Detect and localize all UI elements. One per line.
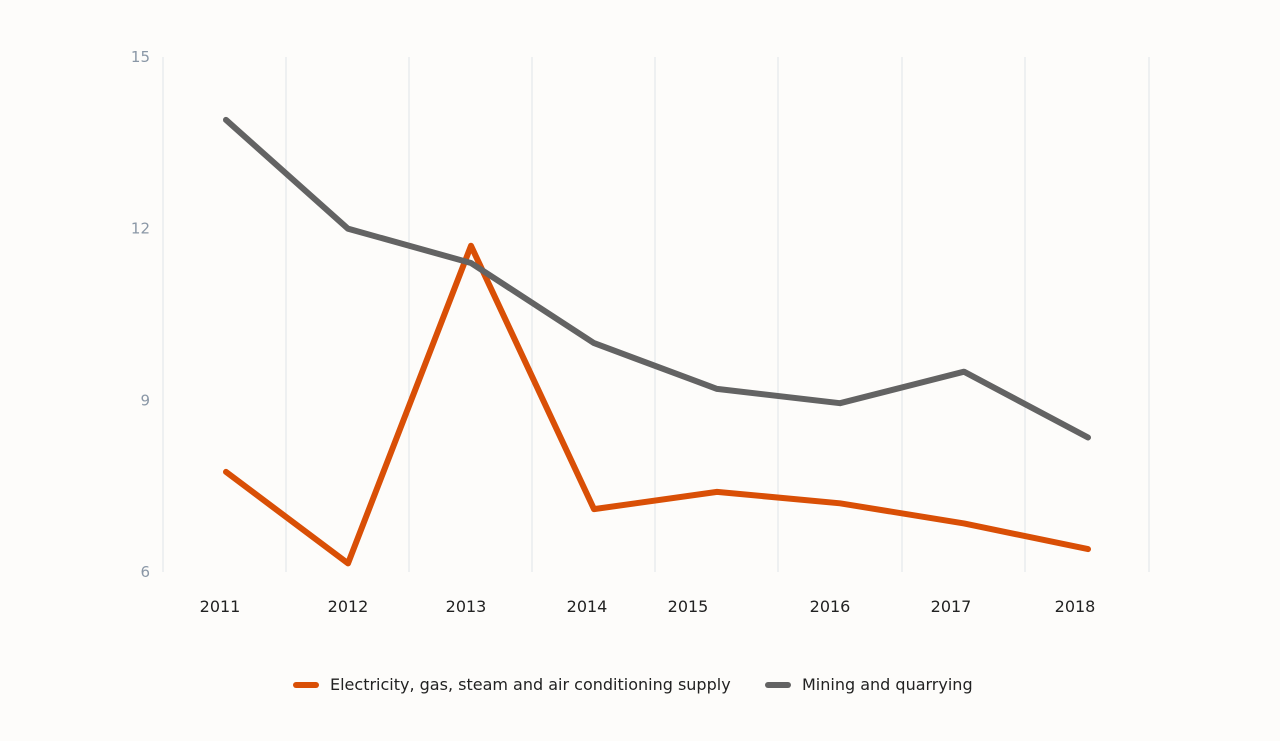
legend: Electricity, gas, steam and air conditio… [293,675,973,694]
x-tick-label: 2012 [328,597,369,616]
y-tick-label: 12 [131,220,150,238]
x-axis-ticks: 2011 2012 2013 2014 2015 2016 2017 2018 [200,597,1096,616]
x-tick-label: 2018 [1055,597,1096,616]
x-tick-label: 2015 [668,597,709,616]
legend-label: Electricity, gas, steam and air conditio… [330,675,731,694]
x-tick-label: 2017 [931,597,972,616]
y-axis-ticks: 6 9 12 15 [131,48,150,581]
legend-label: Mining and quarrying [802,675,973,694]
gridlines [162,57,1150,572]
x-tick-label: 2014 [567,597,608,616]
y-tick-label: 9 [140,391,150,409]
x-tick-label: 2013 [446,597,487,616]
series-line-2 [223,116,1091,441]
series-line-1 [223,242,1091,567]
y-tick-label: 15 [131,48,150,66]
series-lines [223,116,1091,567]
x-tick-label: 2011 [200,597,241,616]
y-tick-label: 6 [140,563,150,581]
x-tick-label: 2016 [810,597,851,616]
